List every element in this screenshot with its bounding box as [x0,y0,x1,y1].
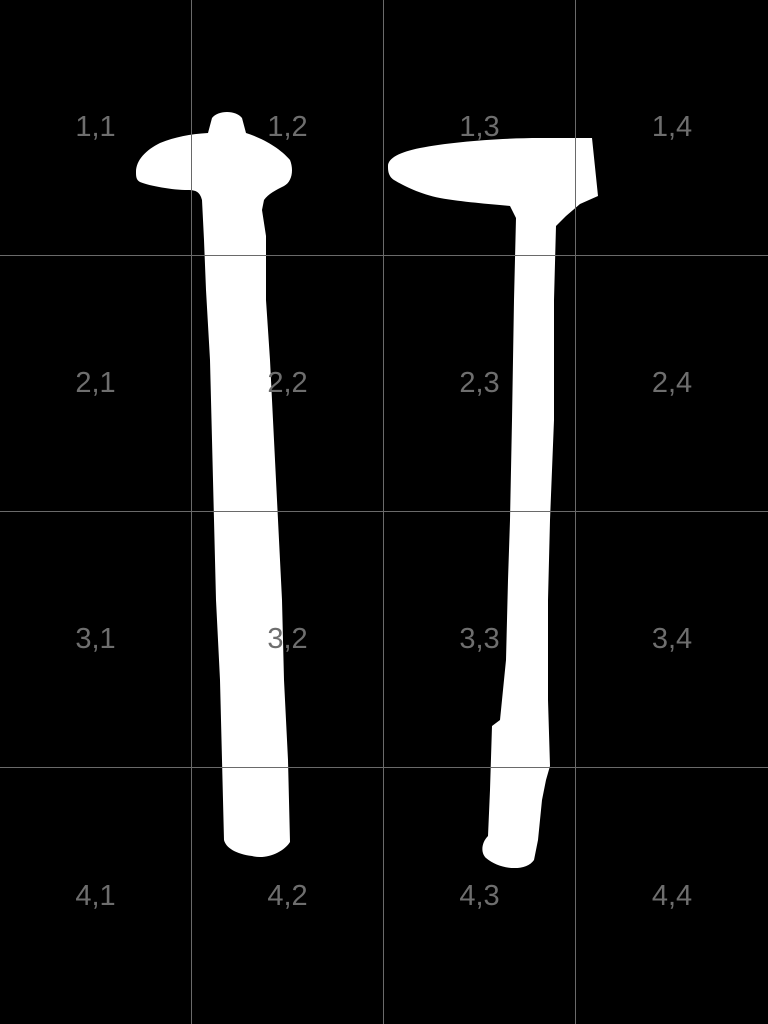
left-stroke-shape [136,112,292,858]
right-stroke-shape [388,138,598,869]
